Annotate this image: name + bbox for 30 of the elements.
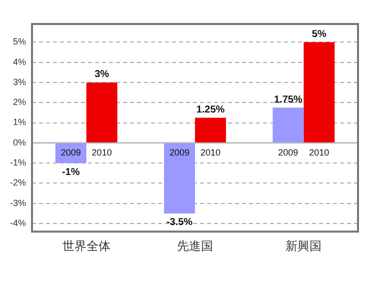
data-label: 3% (94, 69, 110, 80)
bar (164, 143, 196, 214)
y-tick-label: 3% (12, 76, 26, 87)
x-tick-label: 新興国 (286, 238, 322, 253)
y-tick-label: -2% (10, 178, 26, 188)
bar (86, 82, 118, 142)
y-tick-label: 0% (12, 137, 26, 148)
data-label: -3.5% (166, 217, 193, 228)
text: 2010 (200, 147, 221, 158)
data-label: -1% (62, 166, 80, 178)
data-label: 1.75% (274, 94, 302, 106)
series-label: 2009 (60, 147, 81, 158)
text: 2009 (278, 147, 298, 158)
data-label: 5% (312, 28, 326, 40)
text: 2009 (170, 147, 190, 158)
bar (304, 42, 335, 142)
bar (195, 118, 226, 142)
x-tick-label: 先進国 (177, 238, 213, 253)
bar (272, 108, 304, 142)
x-tick-label: 世界全体 (62, 238, 110, 253)
data-label: 1.25% (196, 104, 225, 116)
text: 2010 (309, 147, 330, 158)
y-tick-label: 4% (12, 56, 26, 67)
y-tick-label: 1% (12, 117, 26, 128)
y-tick-label: -1% (10, 158, 26, 168)
y-tick-label: 2% (12, 97, 26, 108)
series-label: 2010 (92, 147, 112, 158)
y-tick-label: -4% (10, 218, 26, 228)
y-tick-label: 5% (12, 36, 26, 47)
y-tick-label: -3% (10, 198, 26, 208)
